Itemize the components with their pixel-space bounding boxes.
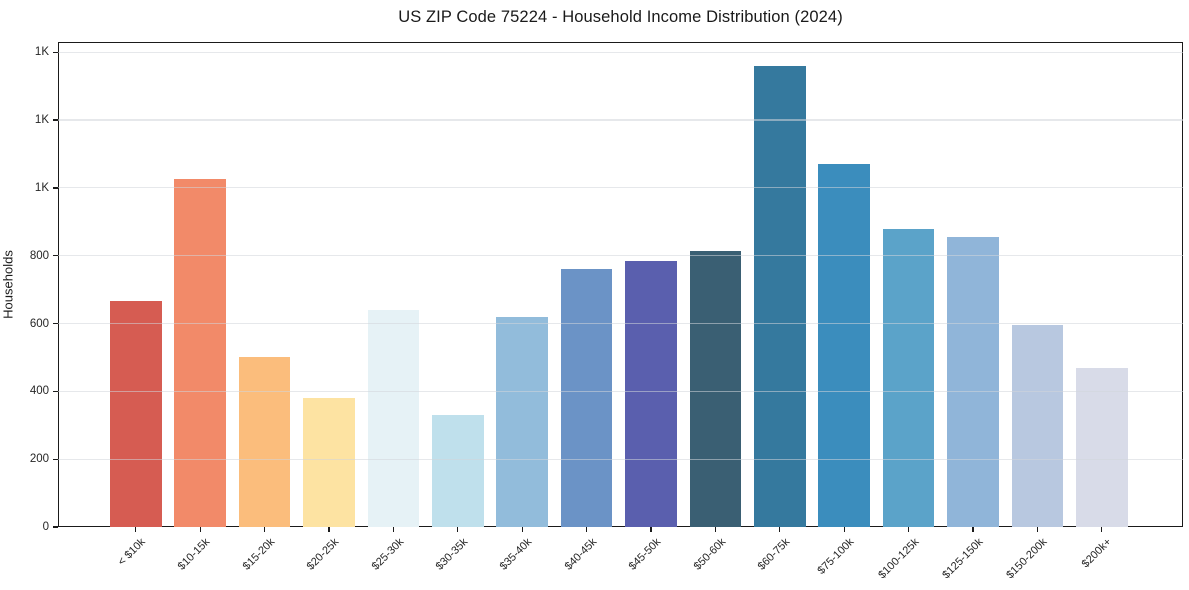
y-tick-label: 1K <box>34 46 49 59</box>
x-tick-mark <box>199 527 201 532</box>
x-tick-label: $20-25k <box>304 536 342 573</box>
x-tick-label: $15-20k <box>240 536 278 573</box>
x-tick-label: $200k+ <box>1080 536 1115 571</box>
x-tick-label: $75-100k <box>815 536 857 577</box>
y-axis-label: Households <box>0 250 16 319</box>
x-tick-mark <box>1036 527 1039 532</box>
x-tick-mark <box>135 527 137 532</box>
y-tick-label: 200 <box>29 453 49 466</box>
x-tick-label: $10-15k <box>176 536 213 573</box>
x-tick-mark <box>714 527 717 532</box>
x-tick-label: $45-50k <box>626 536 664 573</box>
x-tick-mark <box>972 527 974 532</box>
x-tick-label: < $10k <box>116 536 149 569</box>
x-tick-label: $40-45k <box>562 536 600 573</box>
x-tick-label: $125-150k <box>940 536 986 582</box>
x-tick-mark <box>843 527 845 532</box>
x-tick-mark <box>264 527 266 532</box>
y-tick-label: 0 <box>42 521 49 533</box>
x-tick-mark <box>392 527 395 532</box>
x-tick-mark <box>586 527 588 532</box>
x-tick-mark <box>1101 527 1103 532</box>
x-tick-mark <box>650 527 652 532</box>
x-tick-label: $35-40k <box>498 536 535 573</box>
x-tick-label: $25-30k <box>369 536 406 573</box>
x-tick-mark <box>779 527 781 532</box>
x-tick-mark <box>457 527 459 532</box>
y-tick-label: 1K <box>34 114 49 126</box>
chart-title: US ZIP Code 75224 - Household Income Dis… <box>398 8 843 26</box>
x-tick-label: $60-75k <box>755 536 793 573</box>
x-tick-mark <box>521 527 523 532</box>
x-tick-label: $50-60k <box>691 536 728 573</box>
x-tick-mark <box>908 527 910 532</box>
x-tick-label: $100-125k <box>875 536 922 582</box>
plot-area <box>58 42 1183 527</box>
x-tick-label: $30-35k <box>433 536 471 573</box>
x-tick-mark <box>328 527 330 532</box>
x-tick-label: $150-200k <box>1004 536 1050 582</box>
